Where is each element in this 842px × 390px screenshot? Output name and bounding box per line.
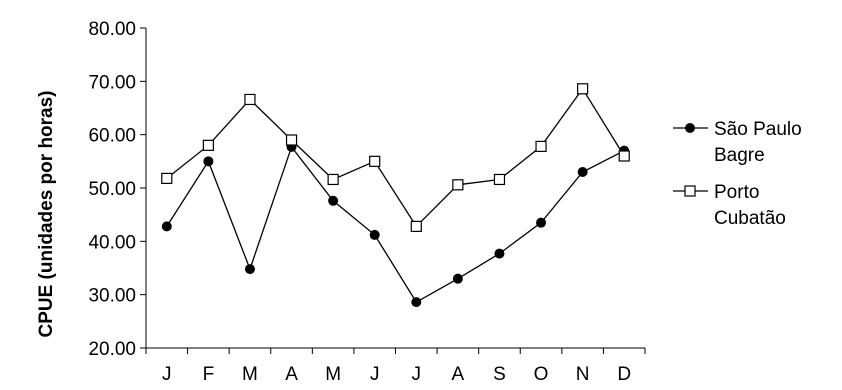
legend: São Paulo Bagre Porto Cubatão — [673, 119, 802, 229]
data-point — [244, 264, 255, 275]
data-point — [244, 93, 256, 106]
x-tick-label: J — [370, 364, 380, 385]
series-line — [166, 145, 625, 304]
series-layer — [161, 83, 630, 308]
data-point — [202, 139, 214, 151]
data-point — [536, 217, 547, 228]
data-point — [411, 297, 422, 308]
data-point — [577, 83, 589, 95]
y-tick-label: 50.00 — [88, 179, 136, 200]
x-tick-label: M — [325, 364, 341, 385]
x-tick-label: J — [412, 364, 422, 385]
legend-item: Porto Cubatão — [673, 182, 786, 229]
data-point — [618, 150, 630, 162]
legend-label: São Paulo — [714, 119, 802, 140]
data-point — [494, 248, 505, 259]
data-point — [452, 179, 464, 191]
legend-label: Porto — [714, 182, 759, 203]
y-tick-label: 60.00 — [88, 126, 136, 147]
x-tick-label: D — [617, 364, 631, 385]
y-tick-label: 80.00 — [88, 19, 136, 40]
series-1 — [161, 141, 630, 308]
data-point — [493, 173, 506, 186]
legend-item: São Paulo Bagre — [673, 119, 802, 166]
data-point — [369, 229, 380, 240]
x-tick-label: N — [576, 364, 590, 385]
data-point — [535, 140, 547, 152]
x-tick-label: J — [162, 364, 172, 385]
x-tick-label: M — [242, 364, 258, 385]
legend-label: Bagre — [714, 145, 765, 166]
y-axis-label: CPUE (unidades por horas) — [36, 90, 57, 337]
data-point — [410, 220, 422, 232]
data-point — [369, 155, 381, 167]
data-point — [327, 173, 339, 186]
y-tick-label: 20.00 — [88, 339, 136, 360]
x-tick-label: A — [452, 364, 465, 385]
y-tick-label: 70.00 — [88, 72, 136, 93]
data-point — [285, 134, 298, 146]
data-point — [161, 172, 173, 184]
legend-marker — [684, 185, 696, 197]
y-tick-label: 40.00 — [88, 232, 136, 253]
data-point — [452, 273, 463, 284]
x-tick-label: S — [493, 364, 506, 385]
data-point — [203, 156, 214, 167]
y-ticks: 20.00 30.00 40.00 50.00 60.00 70.00 80.00 — [88, 19, 146, 360]
data-point — [577, 167, 588, 177]
legend-label: Cubatão — [714, 208, 786, 229]
data-point — [328, 195, 339, 206]
y-tick-label: 30.00 — [88, 286, 136, 307]
series-line — [166, 87, 625, 228]
x-tick-label: F — [203, 364, 215, 385]
legend-marker — [685, 123, 695, 133]
x-tick-label: O — [534, 364, 549, 385]
series-2 — [161, 83, 630, 232]
x-tick-label: A — [285, 364, 298, 385]
data-point — [161, 221, 172, 232]
